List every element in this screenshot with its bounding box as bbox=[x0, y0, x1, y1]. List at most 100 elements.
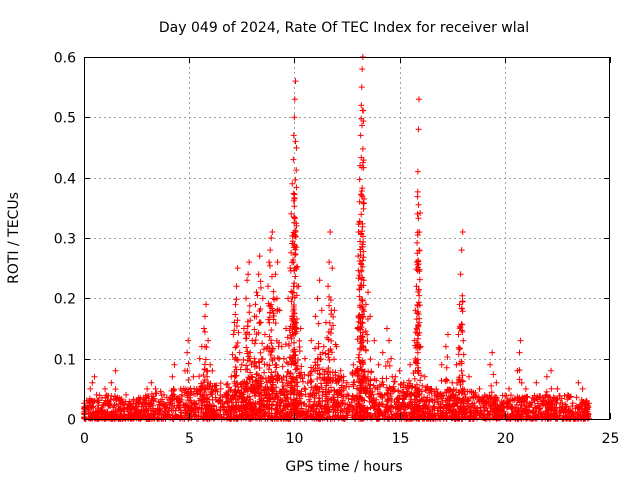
data-point bbox=[85, 397, 92, 404]
data-point-trail bbox=[292, 251, 299, 258]
data-point-baseline bbox=[217, 407, 224, 414]
data-point bbox=[533, 379, 540, 386]
data-point-trail bbox=[289, 238, 296, 245]
data-point-trail bbox=[421, 402, 428, 409]
data-point bbox=[232, 301, 239, 308]
data-point-baseline bbox=[102, 415, 109, 422]
data-point-baseline bbox=[400, 395, 407, 402]
data-point-trail bbox=[379, 401, 386, 408]
grid bbox=[84, 57, 610, 419]
data-point-trail bbox=[237, 366, 244, 373]
data-point bbox=[455, 331, 462, 338]
data-point-trail bbox=[360, 238, 367, 245]
data-point-baseline bbox=[534, 393, 541, 400]
data-point bbox=[333, 343, 340, 350]
data-point-trail bbox=[358, 379, 365, 386]
data-point bbox=[89, 379, 96, 386]
data-point-baseline bbox=[230, 395, 237, 402]
data-point-trail bbox=[416, 319, 423, 326]
data-point-baseline bbox=[130, 396, 137, 403]
data-point-trail bbox=[443, 401, 450, 408]
data-point-baseline bbox=[319, 398, 326, 405]
data-point-baseline bbox=[354, 392, 361, 399]
data-point-trail bbox=[488, 403, 495, 410]
data-point-trail bbox=[319, 349, 326, 356]
data-point-trail bbox=[200, 371, 207, 378]
data-point-trail bbox=[454, 394, 461, 401]
data-point-baseline bbox=[404, 404, 411, 411]
data-point-baseline bbox=[530, 407, 537, 414]
data-point bbox=[360, 277, 367, 284]
data-point-trail bbox=[256, 400, 263, 407]
data-point bbox=[407, 361, 414, 368]
data-point-baseline bbox=[126, 398, 133, 405]
data-point-baseline bbox=[106, 400, 113, 407]
data-point-baseline bbox=[212, 413, 219, 420]
data-point-baseline bbox=[294, 411, 301, 418]
data-point-trail bbox=[338, 401, 345, 408]
data-point-trail bbox=[203, 367, 210, 374]
data-point-baseline bbox=[429, 415, 436, 422]
data-point-baseline bbox=[156, 406, 163, 413]
data-point-baseline bbox=[307, 408, 314, 415]
data-point-trail bbox=[246, 302, 253, 309]
data-point-baseline bbox=[422, 386, 429, 393]
data-point bbox=[123, 391, 130, 398]
data-point-baseline bbox=[217, 397, 224, 404]
data-point bbox=[290, 132, 297, 139]
data-point-trail bbox=[247, 369, 254, 376]
data-point-trail bbox=[268, 273, 275, 280]
data-point bbox=[160, 391, 167, 398]
data-point-trail bbox=[353, 367, 360, 374]
data-point-trail bbox=[360, 117, 367, 124]
data-point-trail bbox=[229, 351, 236, 358]
data-point-trail bbox=[184, 403, 191, 410]
data-point-trail bbox=[415, 201, 422, 208]
data-point-trail bbox=[243, 385, 250, 392]
data-point bbox=[466, 373, 473, 380]
data-point-trail bbox=[411, 375, 418, 382]
data-point-trail bbox=[362, 328, 369, 335]
data-point-baseline bbox=[339, 397, 346, 404]
data-point bbox=[280, 355, 287, 362]
data-point-trail bbox=[294, 383, 301, 390]
data-point-trail bbox=[360, 313, 367, 320]
data-point bbox=[487, 361, 494, 368]
data-point-trail bbox=[294, 316, 301, 323]
data-point-baseline bbox=[299, 378, 306, 385]
data-point-baseline bbox=[437, 412, 444, 419]
data-point-trail bbox=[204, 373, 211, 380]
data-point-baseline bbox=[396, 395, 403, 402]
data-point-trail bbox=[360, 164, 367, 171]
data-point-trail bbox=[247, 396, 254, 403]
data-point bbox=[256, 253, 263, 260]
data-point-trail bbox=[252, 392, 259, 399]
data-point-trail bbox=[414, 360, 421, 367]
data-point-baseline bbox=[500, 401, 507, 408]
data-point-baseline bbox=[280, 383, 287, 390]
data-point bbox=[337, 367, 344, 374]
data-point-trail bbox=[459, 328, 466, 335]
data-point-baseline bbox=[446, 409, 453, 416]
data-point-trail bbox=[293, 366, 300, 373]
data-point-trail bbox=[253, 313, 260, 320]
axis-ticks bbox=[84, 57, 611, 420]
data-point-trail bbox=[359, 334, 366, 341]
data-point-trail bbox=[385, 387, 392, 394]
data-point-trail bbox=[360, 402, 367, 409]
data-point-baseline bbox=[204, 415, 211, 422]
data-point-baseline bbox=[562, 409, 569, 416]
data-point-baseline bbox=[164, 404, 171, 411]
data-point-trail bbox=[285, 340, 292, 347]
data-point-baseline bbox=[432, 412, 439, 419]
data-point-trail bbox=[415, 367, 422, 374]
data-point-baseline bbox=[423, 397, 430, 404]
data-point-trail bbox=[272, 320, 279, 327]
data-point bbox=[276, 307, 283, 314]
data-point-trail bbox=[414, 349, 421, 356]
data-point-trail bbox=[231, 378, 238, 385]
data-point bbox=[458, 247, 465, 254]
data-point-baseline bbox=[181, 415, 188, 422]
y-tick-label: 0.4 bbox=[54, 172, 76, 188]
data-point-baseline bbox=[350, 413, 357, 420]
